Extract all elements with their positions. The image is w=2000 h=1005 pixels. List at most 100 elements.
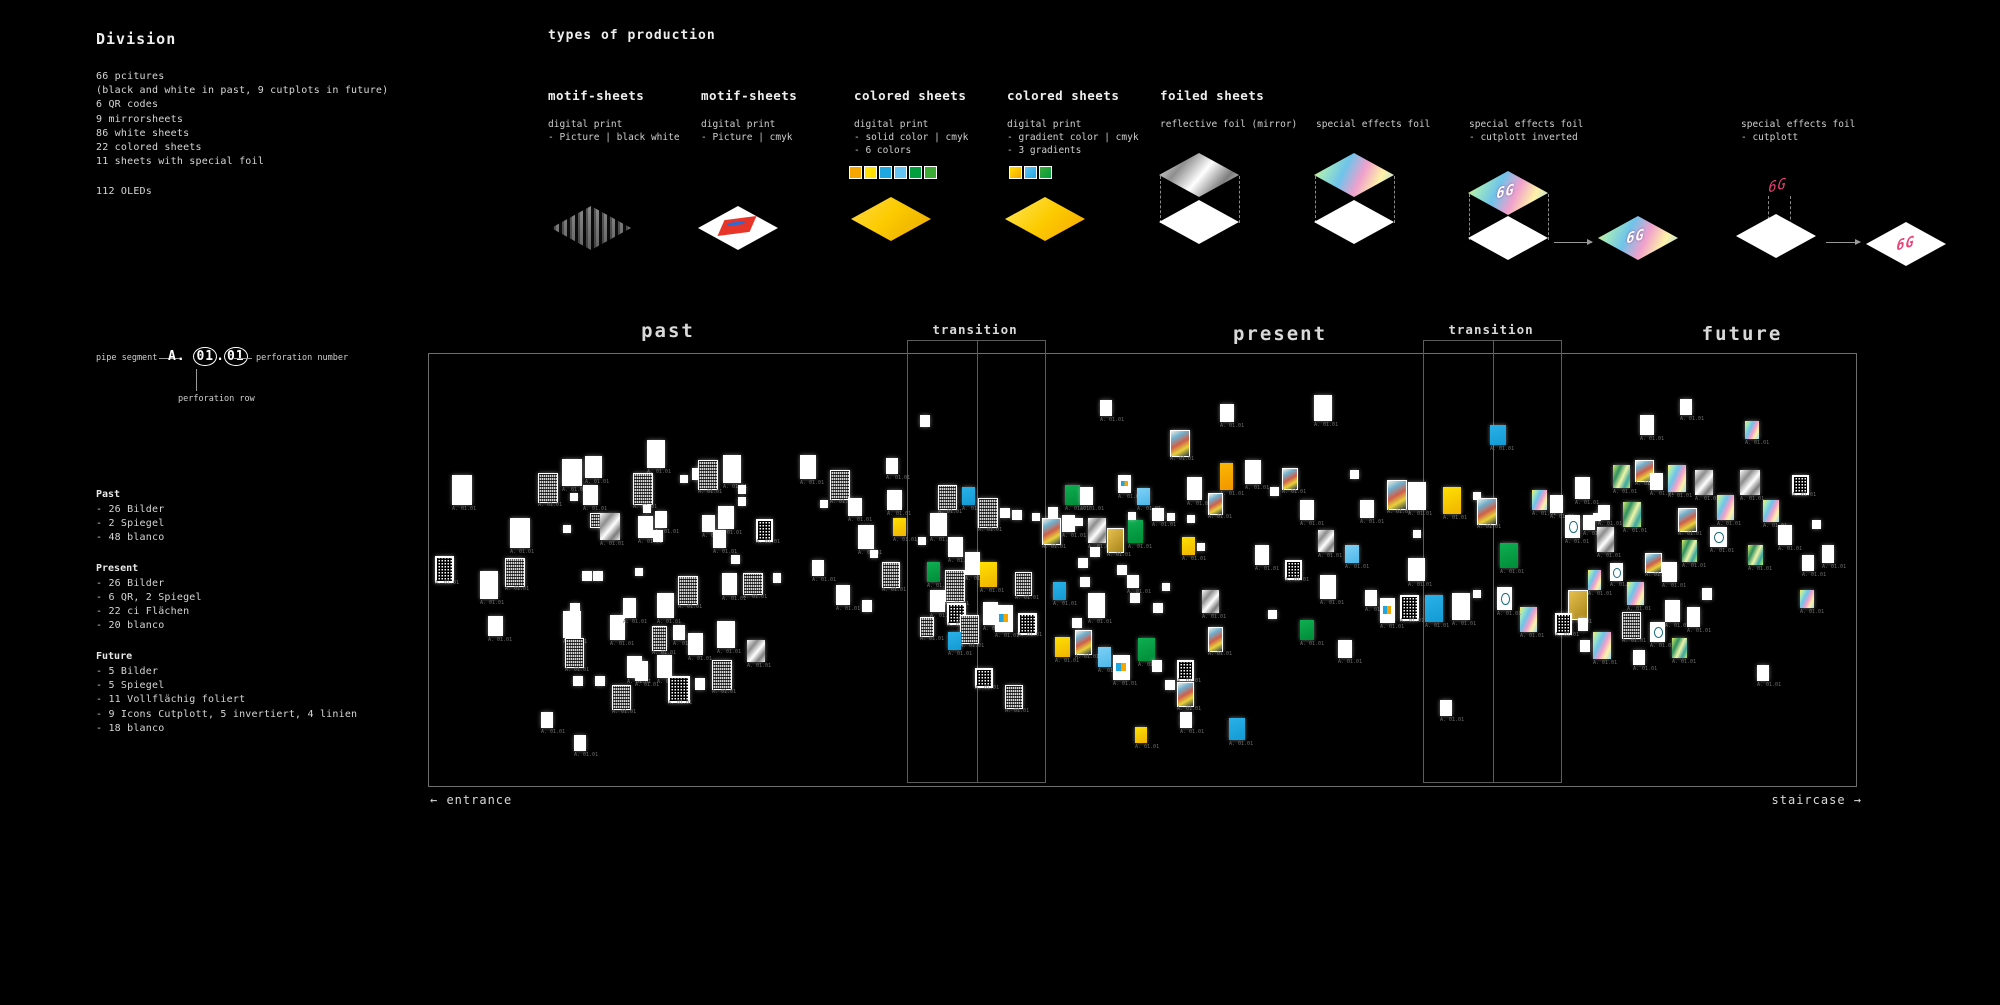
sheet-code-label: A. 01.01: [830, 499, 855, 505]
white-sheet: [1300, 500, 1314, 520]
sheet-code-label: A. 01.01: [1314, 422, 1339, 428]
sheet-code-label: A. 01.01: [747, 663, 772, 669]
qr-code-sheet: [668, 676, 690, 703]
sheet-code-label: A. 01.01: [1100, 417, 1125, 423]
sheet-code-label: A. 01.01: [652, 650, 677, 656]
perforation-row-label: perforation row: [178, 394, 255, 404]
holo-foil-sheet: [1588, 570, 1601, 590]
white-sheet: [574, 735, 586, 751]
sheet-code-label: A. 01.01: [1360, 519, 1385, 525]
oled-dot: [1080, 577, 1090, 587]
sheet-code-label: A. 01.01: [1452, 621, 1477, 627]
sheet-code-label: A. 01.01: [1127, 589, 1152, 595]
amber-sheet: [1220, 463, 1233, 490]
color-swatch: [909, 166, 922, 179]
sheet-code-label: A. 01.01: [627, 679, 652, 685]
sheet-code-label: A. 01.01: [538, 502, 563, 508]
oled-dot: [773, 573, 781, 583]
sheet-code-label: A. 01.01: [635, 682, 660, 688]
sheet-code-label: A. 01.01: [1098, 668, 1123, 674]
bw-picture-sheet: [938, 485, 957, 510]
mirror-sheet: [600, 513, 620, 540]
white-sheet: [653, 530, 663, 542]
bw-picture-sheet: [978, 498, 998, 528]
sheet-code-label: A. 01.01: [948, 558, 973, 564]
blue-sheet: [1053, 582, 1066, 600]
sheet-code-label: A. 01.01: [1822, 564, 1847, 570]
green-sheet: [1500, 543, 1518, 568]
sheet-code-label: A. 01.01: [574, 752, 599, 758]
white-sheet: [983, 602, 998, 625]
sheet-code-label: A. 01.01: [1650, 491, 1675, 497]
oled-dot: [1167, 513, 1175, 521]
gradient-color-swatches: [1009, 166, 1052, 179]
holo-green-sheet: [1672, 638, 1687, 658]
white-sheet: [1778, 525, 1792, 545]
sheet-code-label: A. 01.01: [1678, 531, 1703, 537]
white-sheet: [1408, 558, 1425, 581]
color-picture-sheet: [1075, 630, 1092, 655]
bw-picture-sheet: [712, 660, 732, 690]
white-sheet: [1575, 477, 1590, 499]
bw-picture-sheet: [678, 576, 698, 605]
sheet-code-label: A. 01.01: [1613, 489, 1638, 495]
counts-title: Present: [96, 563, 139, 575]
white-sheet: [965, 552, 980, 575]
white-sheet: [1100, 400, 1112, 416]
sheet-code-label: A. 01.01: [623, 619, 648, 625]
sheet-code-label: A. 01.01: [1229, 741, 1254, 747]
sheet-code-label: A. 01.01: [583, 506, 608, 512]
sheet-code-label: A. 01.01: [1593, 660, 1618, 666]
cutplot-icon: [1568, 520, 1578, 534]
sheet-code-label: A. 01.01: [1137, 506, 1162, 512]
sheet-code-label: A. 01.01: [1128, 544, 1153, 550]
division-line: 11 sheets with special foil: [96, 156, 264, 168]
white-sheet: [563, 611, 581, 638]
oled-dot: [870, 550, 878, 558]
production-col-colored-solid: colored sheets digital print - solid col…: [854, 88, 1004, 157]
sheet-code-label: A. 01.01: [647, 469, 672, 475]
qr-code-sheet: [1285, 560, 1302, 580]
white-sheet: [655, 511, 667, 528]
mirror-sheet: [1202, 590, 1219, 613]
col-header: motif-sheets: [701, 88, 798, 103]
section-label-present: present: [1232, 323, 1328, 345]
holo-green-sheet: [1613, 465, 1630, 488]
division-block: Division 66 pcitures (black and white in…: [96, 30, 426, 200]
white-sheet: [657, 655, 672, 678]
logo-sheet: [1118, 475, 1131, 493]
color-picture-sheet: [1042, 518, 1061, 545]
production-title: types of production: [548, 28, 716, 43]
oled-dot: [1473, 590, 1481, 598]
sheet-code-label: A. 01.01: [1622, 638, 1647, 644]
qr-code-sheet: [975, 668, 993, 688]
white-sheet: [1757, 665, 1769, 681]
sheet-code-label: A. 01.01: [1633, 666, 1658, 672]
bw-picture-sheet: [743, 573, 763, 595]
logo-mark: [998, 613, 1009, 622]
col-line: - solid color | cmyk: [854, 132, 969, 143]
col-header: motif-sheets: [548, 88, 645, 103]
production-col-motif-bw: motif-sheets digital print - Picture | b…: [548, 88, 698, 144]
sheet-code-label: A. 01.01: [1015, 595, 1040, 601]
oled-dot: [1075, 518, 1083, 526]
division-line: 6 QR codes: [96, 99, 159, 111]
division-line: 22 colored sheets: [96, 142, 202, 154]
color-picture-sheet: [1635, 460, 1654, 482]
bw-picture-sheet: [1005, 685, 1023, 709]
right-arrow-icon: [1826, 239, 1861, 245]
yellow-sheet: [1182, 537, 1195, 555]
sheet-code-label: A. 01.01: [717, 649, 742, 655]
sheet-code-label: A. 01.01: [962, 506, 987, 512]
production-col-cutplott-inverted: special effects foil - cutplott inverted: [1469, 88, 1619, 144]
white-sheet: [1680, 399, 1692, 415]
sheet-code-label: A. 01.01: [712, 689, 737, 695]
sheet-code-label: A. 01.01: [1208, 514, 1233, 520]
cutplot-icon: [1500, 592, 1510, 606]
sheet-code-label: A. 01.01: [1565, 539, 1590, 545]
sheet-code-label: A. 01.01: [1318, 553, 1343, 559]
white-sheet: [1702, 588, 1712, 600]
dashed-connector: [1160, 176, 1161, 223]
oled-dot: [1012, 510, 1022, 520]
